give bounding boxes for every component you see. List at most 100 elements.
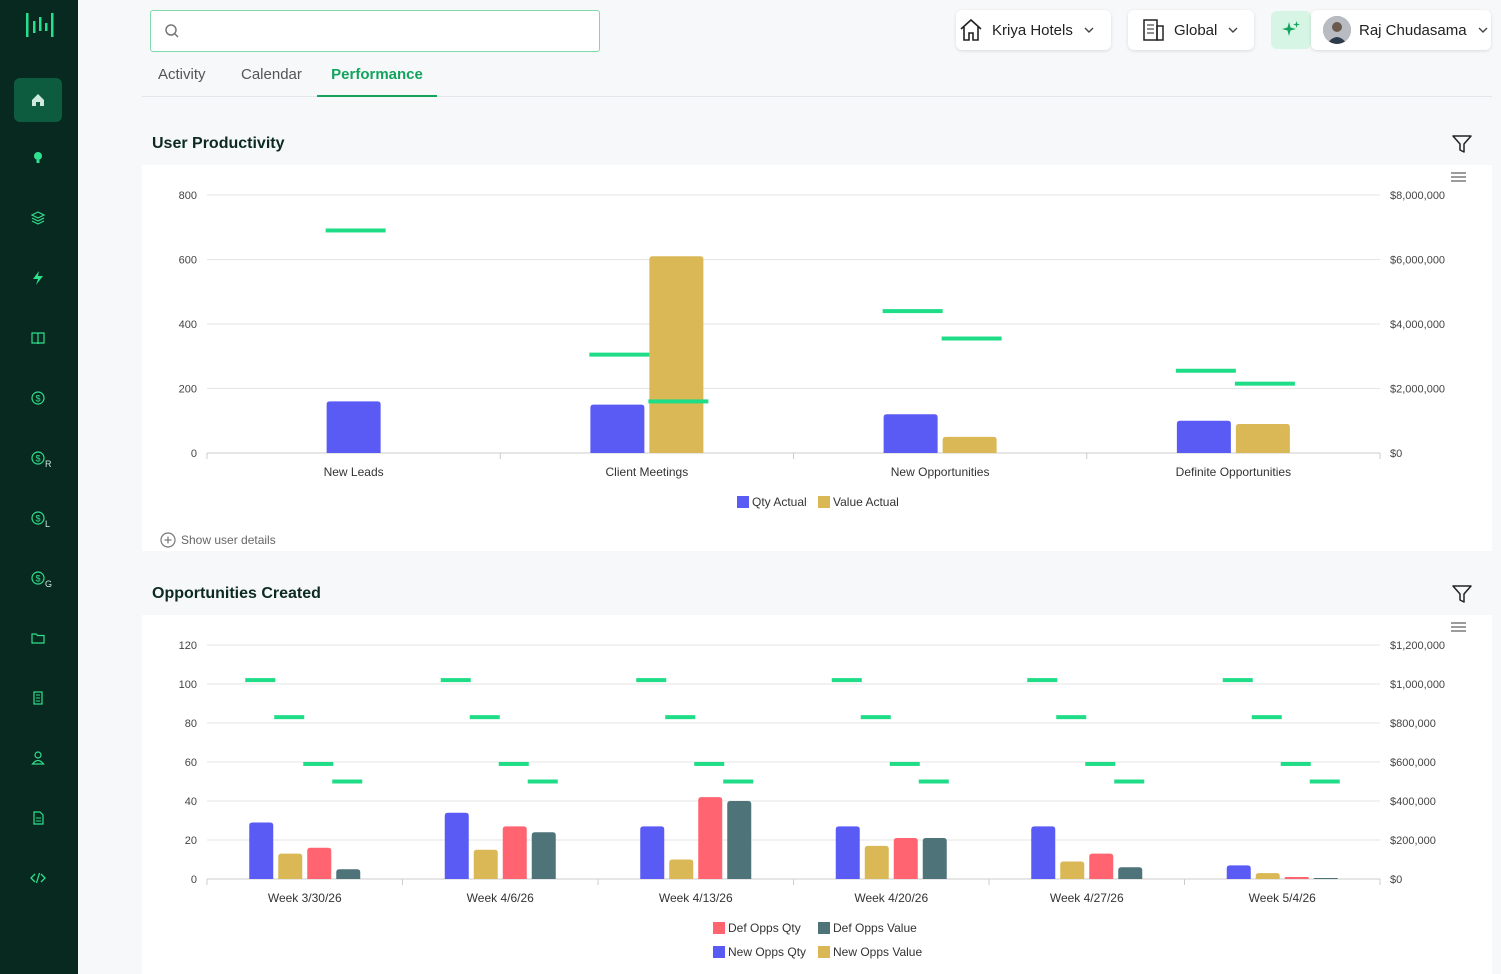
legend-swatch-new-opps-value [818,946,830,958]
target-new-opps-qty-week-5-4-26 [1222,678,1253,683]
target-def-opps-value-week-5-4-26 [1309,779,1340,784]
svg-text:$: $ [35,394,40,404]
y2-tick-label: $1,000,000 [1390,679,1445,691]
dollar-icon: $ [31,511,45,525]
y-tick-label: 40 [185,796,197,808]
bar-def-opps-value-week-4-27-26 [1118,867,1143,879]
target-def-opps-value-week-4-27-26 [1114,779,1145,784]
search-icon [165,24,179,38]
y-tick-label: 0 [191,448,197,460]
y-tick-label: 200 [179,384,197,396]
sidebar-item-13[interactable] [14,796,62,840]
bar-new-opps-qty-week-4-27-26 [1031,826,1056,879]
bar-new-opps-qty-week-4-20-26 [835,826,860,879]
home-icon [960,18,982,41]
bar-qty-actual-new-opportunities [883,414,938,453]
target-value-definite-opportunities [1234,381,1295,386]
chart-menu-icon[interactable] [1450,170,1467,184]
sidebar-item-2[interactable] [14,136,62,180]
ai-assistant-button[interactable] [1271,11,1311,49]
tab-calendar[interactable]: Calendar [241,66,302,83]
sidebar-item-4[interactable] [14,256,62,300]
bar-def-opps-qty-week-4-27-26 [1089,853,1114,879]
category-label-client-meetings: Client Meetings [606,465,689,479]
bar-qty-actual-new-leads [326,401,381,453]
sidebar-item-9[interactable]: $ G [14,556,62,600]
chevron-down-icon [1478,27,1488,33]
sidebar-item-12[interactable] [14,736,62,780]
hotel-selector[interactable]: Kriya Hotels [956,10,1111,50]
target-qty-new-leads [325,228,386,233]
target-def-opps-qty-week-5-4-26 [1280,761,1311,766]
section-title-opportunities: Opportunities Created [152,585,321,602]
chart-menu-icon[interactable] [1450,620,1467,634]
search-input[interactable] [191,19,586,43]
target-def-opps-value-week-3-30-26 [332,779,363,784]
tab-activity[interactable]: Activity [158,66,206,83]
sidebar-item-6[interactable]: $ [14,376,62,420]
bar-def-opps-value-week-4-13-26 [727,801,752,879]
target-new-opps-qty-week-4-13-26 [636,678,667,683]
y2-tick-label: $600,000 [1390,757,1436,769]
tab-performance[interactable]: Performance [317,66,437,97]
bar-def-opps-value-week-5-4-26 [1313,878,1338,879]
lightbulb-icon [34,152,42,163]
target-def-opps-value-week-4-13-26 [723,779,754,784]
y2-tick-label: $6,000,000 [1390,255,1445,267]
dollar-icon: $ [31,391,45,405]
sidebar-item-5[interactable] [14,316,62,360]
category-label-week-4-27-26: Week 4/27/26 [1050,891,1124,905]
filter-icon[interactable] [1451,583,1473,605]
bar-new-opps-value-week-4-6-26 [473,849,498,879]
sidebar-item-14[interactable] [14,856,62,900]
target-def-opps-qty-week-4-27-26 [1085,761,1116,766]
target-qty-definite-opportunities [1175,368,1236,373]
opportunities-card [142,615,1492,974]
category-label-new-leads: New Leads [324,465,384,479]
category-label-week-4-13-26: Week 4/13/26 [659,891,733,905]
sidebar-item-7[interactable]: $ R [14,436,62,480]
target-new-opps-qty-week-4-27-26 [1027,678,1058,683]
dollar-icon: $ [31,451,45,465]
sidebar-item-3[interactable] [14,196,62,240]
target-new-opps-value-week-4-6-26 [469,715,500,720]
sidebar-item-10[interactable] [14,616,62,660]
user-icon [31,751,45,765]
app-logo[interactable] [24,9,56,39]
y2-tick-label: $2,000,000 [1390,384,1445,396]
bar-new-opps-value-week-3-30-26 [278,853,303,879]
building-icon [33,691,43,705]
y-tick-label: 600 [179,255,197,267]
y-tick-label: 0 [191,874,197,886]
bar-new-opps-value-week-4-27-26 [1060,861,1085,879]
avatar [1323,16,1351,44]
legend-label-new-opps-qty: New Opps Qty [728,945,806,959]
category-label-new-opportunities: New Opportunities [891,465,990,479]
category-label-definite-opportunities: Definite Opportunities [1176,465,1291,479]
chevron-down-icon [1084,27,1094,33]
legend-swatch-def-opps-qty [713,922,725,934]
show-user-details-link[interactable]: Show user details [160,532,276,548]
search-bar[interactable] [150,10,600,52]
sidebar-item-8[interactable]: $ L [14,496,62,540]
nav-sub-label: R [45,459,52,469]
svg-text:$: $ [35,574,40,584]
bolt-icon [33,271,43,285]
legend-swatch-qty-actual [737,496,749,508]
bar-value-actual-definite-opportunities [1235,423,1290,453]
y2-tick-label: $400,000 [1390,796,1436,808]
target-new-opps-value-week-4-27-26 [1056,715,1087,720]
filter-icon[interactable] [1451,133,1473,155]
show-user-details-label: Show user details [181,533,276,547]
y2-tick-label: $0 [1390,448,1402,460]
target-qty-new-opportunities [882,309,943,314]
y-tick-label: 800 [179,190,197,202]
user-menu[interactable]: Raj Chudasama [1311,10,1491,50]
sidebar-item-1[interactable] [14,78,62,122]
sidebar-item-11[interactable] [14,676,62,720]
folder-icon [31,633,45,644]
bar-new-opps-qty-week-3-30-26 [249,822,274,879]
bar-value-actual-client-meetings [649,256,704,453]
scope-selector[interactable]: Global [1128,10,1254,50]
category-label-week-4-20-26: Week 4/20/26 [854,891,928,905]
